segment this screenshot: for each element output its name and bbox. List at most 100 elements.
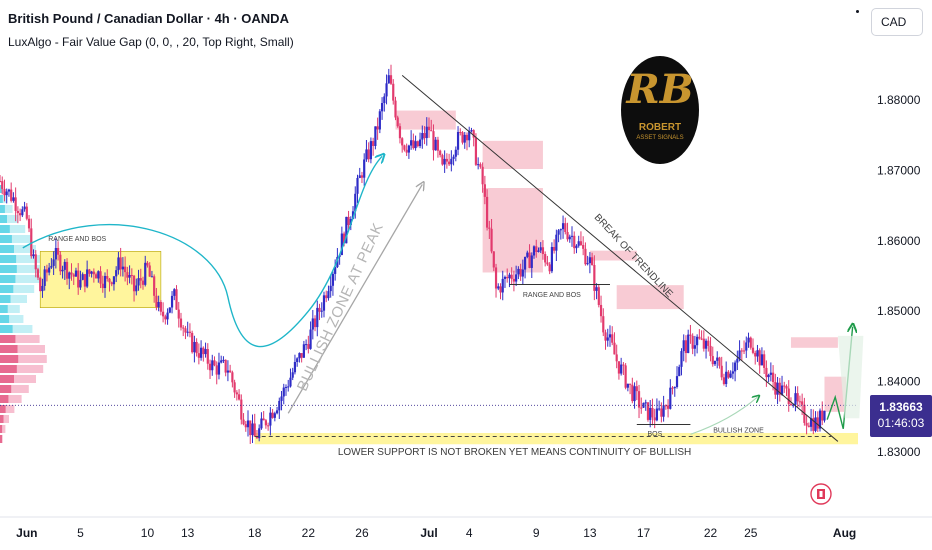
logo-line1: ROBERT — [638, 122, 682, 133]
chart-title: British Pound / Canadian Dollar · 4h · O… — [8, 11, 289, 26]
candle-body — [322, 295, 326, 311]
currency-button[interactable]: CAD — [871, 8, 923, 36]
candle-body — [63, 261, 66, 270]
candle-body — [787, 388, 790, 405]
volume-profile-bar — [0, 385, 29, 393]
volume-profile-bar — [0, 265, 17, 273]
candle-body — [566, 232, 569, 240]
candle-body — [702, 338, 705, 349]
candle-body — [103, 275, 107, 289]
candle-body — [508, 274, 511, 279]
candle-body — [684, 340, 688, 354]
candle-body — [16, 210, 19, 214]
candle-body — [182, 327, 185, 329]
candle-body — [776, 382, 779, 395]
candle-body — [52, 259, 55, 266]
candle-body — [36, 269, 40, 278]
candle-body — [427, 126, 431, 131]
candle-body — [59, 254, 62, 272]
candle-body — [30, 228, 33, 257]
candle-body — [164, 316, 167, 320]
candle-body — [738, 350, 741, 359]
candle-body — [351, 211, 355, 219]
candle-body — [470, 130, 473, 132]
candle-body — [418, 139, 422, 147]
fvg-box — [589, 250, 637, 261]
candle-body — [689, 334, 692, 336]
indicator-label[interactable]: LuxAlgo - Fair Value Gap (0, 0, , 20, To… — [8, 35, 294, 49]
candle-body — [523, 256, 527, 270]
candle-body — [642, 402, 645, 408]
candle-body — [707, 340, 710, 346]
candle-body — [463, 134, 466, 143]
candle-body — [94, 274, 98, 279]
candle-body — [539, 247, 542, 251]
time-tick-label: 13 — [181, 526, 195, 540]
volume-profile-bar — [0, 435, 2, 443]
candle-body — [32, 254, 35, 257]
candle-body — [749, 337, 752, 348]
candle-body — [798, 401, 802, 403]
candle-body — [465, 134, 469, 141]
candle-body — [729, 373, 732, 378]
candle-body — [734, 362, 737, 372]
candle-body — [106, 275, 109, 279]
candle-body — [162, 311, 165, 317]
volume-profile-bar — [0, 215, 7, 223]
candle-body — [595, 287, 598, 291]
candle-body — [459, 131, 462, 133]
candle-body — [316, 307, 319, 328]
candle-body — [651, 407, 654, 418]
candle-body — [217, 362, 221, 375]
volume-profile-bar — [0, 295, 11, 303]
candle-body — [19, 213, 22, 216]
candle-body — [441, 155, 444, 165]
candle-body — [403, 145, 406, 150]
candle-body — [727, 371, 730, 378]
candle-body — [669, 387, 672, 409]
candle-body — [70, 272, 73, 275]
candle-body — [65, 261, 69, 279]
volume-profile-bar — [0, 335, 40, 343]
candle-body — [237, 394, 241, 400]
candle-body — [155, 295, 158, 308]
candle-body — [144, 262, 147, 285]
volume-profile-bar — [0, 275, 40, 283]
price-tick-label: 1.84000 — [877, 375, 921, 389]
candle-body — [521, 269, 524, 277]
candle-body — [501, 278, 504, 293]
fvg-box — [824, 376, 846, 412]
candle-body — [602, 316, 605, 333]
candle-body — [745, 342, 748, 351]
candle-body — [389, 75, 393, 84]
candle-body — [530, 255, 533, 268]
time-axis-bg — [0, 517, 932, 550]
candle-body — [497, 286, 500, 289]
candle-body — [3, 188, 6, 196]
candle-body — [541, 247, 545, 255]
candle-body — [159, 301, 162, 312]
candle-body — [378, 111, 381, 130]
candle-body — [416, 141, 419, 147]
volume-profile-bar — [0, 235, 12, 243]
time-tick-label: 4 — [466, 526, 473, 540]
candle-body — [626, 383, 629, 388]
candle-body — [561, 223, 565, 230]
candle-body — [287, 386, 290, 388]
candle-body — [119, 257, 122, 270]
candle-body — [173, 289, 176, 296]
candle-body — [760, 354, 764, 366]
candle-body — [124, 266, 127, 273]
candle-body — [785, 386, 788, 389]
candle-body — [526, 252, 529, 257]
candle-body — [649, 407, 652, 420]
candle-body — [354, 193, 357, 212]
candle-body — [345, 216, 348, 244]
candle-body — [673, 387, 676, 389]
candle-body — [579, 241, 583, 246]
candle-body — [157, 301, 160, 308]
candle-body — [43, 269, 46, 286]
menu-dot-icon[interactable] — [856, 10, 859, 13]
candle-body — [88, 269, 91, 274]
